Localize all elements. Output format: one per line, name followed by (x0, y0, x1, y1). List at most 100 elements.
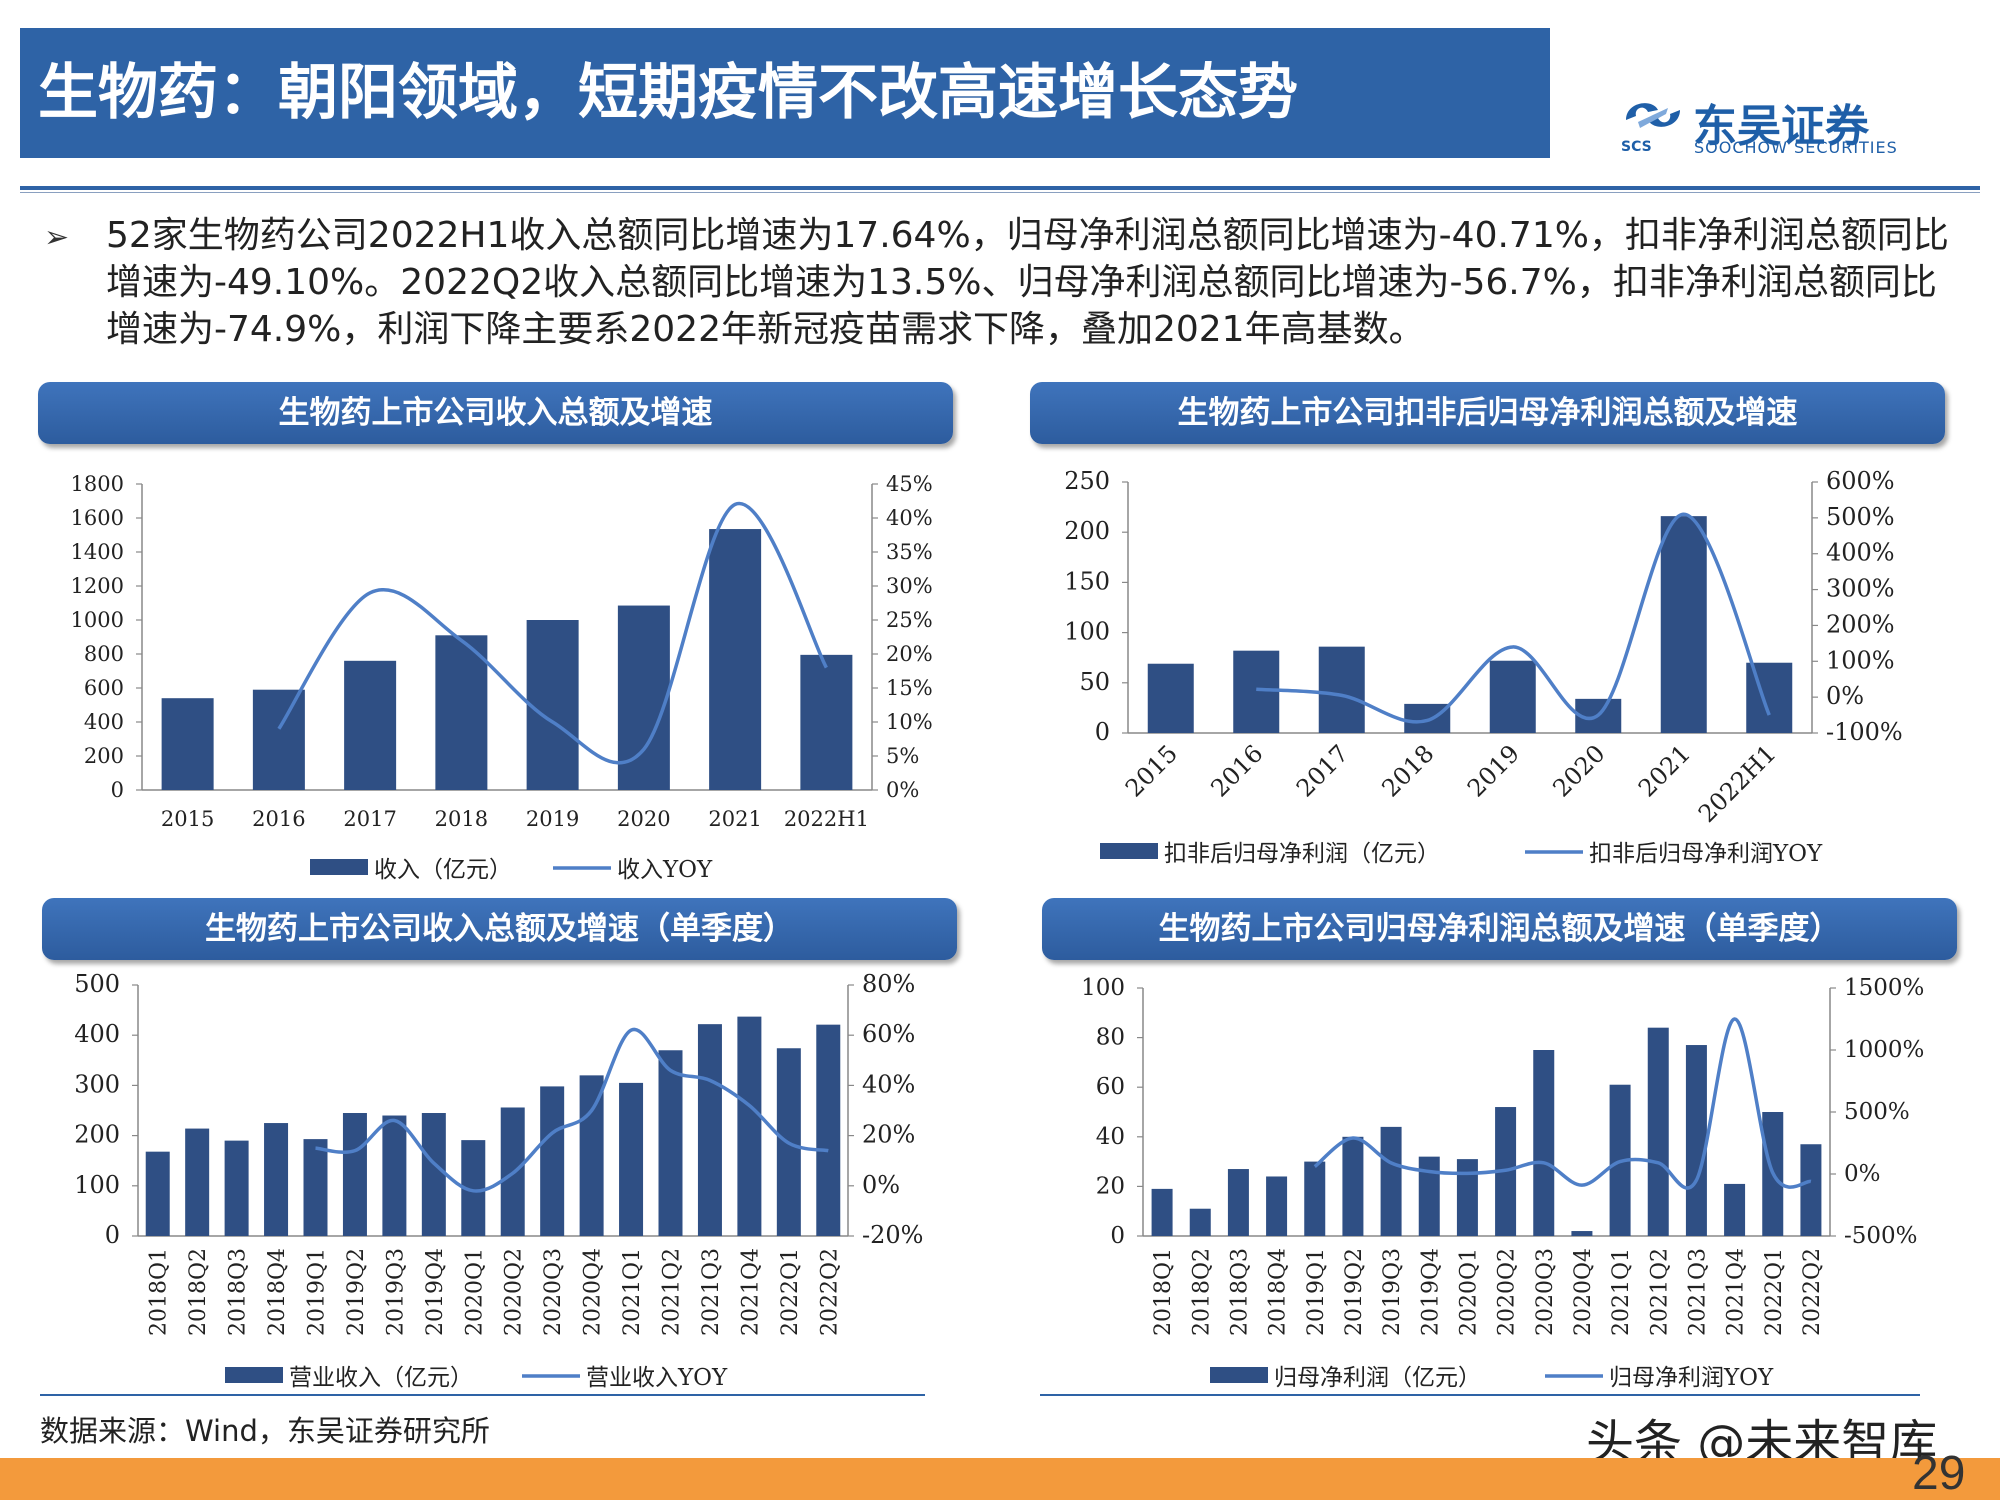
logo-abbr: SCS (1621, 139, 1652, 155)
y-tick-right: -100% (1826, 718, 1903, 746)
bar (737, 1016, 762, 1236)
bar (1189, 1208, 1211, 1236)
y-tick-right: 1500% (1844, 975, 1924, 1001)
y-tick-right: -20% (862, 1221, 923, 1249)
x-tick-label: 2018Q4 (265, 1248, 290, 1336)
x-tick-label: 2018Q2 (1189, 1248, 1214, 1336)
x-tick-label: 2021 (708, 807, 761, 831)
bar (1418, 1156, 1440, 1236)
bar (816, 1024, 841, 1236)
y-tick-left: 1800 (71, 472, 124, 496)
y-tick-left: 400 (74, 1020, 120, 1048)
y-tick-left: 0 (1110, 1223, 1125, 1249)
x-tick-label: 2022Q1 (1762, 1248, 1787, 1336)
y-tick-left: 1000 (71, 608, 124, 632)
x-tick-label: 2016 (252, 807, 305, 831)
x-tick-label: 2020Q4 (581, 1248, 606, 1336)
x-tick-label: 2018 (435, 807, 488, 831)
bar (1571, 1231, 1593, 1236)
y-tick-right: 0% (886, 778, 919, 802)
bar (1342, 1136, 1364, 1236)
footer-rule-right (1040, 1394, 1920, 1396)
x-tick-label: 2019Q2 (344, 1248, 369, 1336)
bar (264, 1123, 289, 1236)
x-tick-label: 2021Q4 (1724, 1248, 1749, 1336)
legend-line-label: 扣非后归母净利润YOY (1589, 841, 1823, 867)
logo-cn-name: 东吴证券 (1693, 101, 1869, 152)
bar (252, 689, 305, 790)
x-tick-label: 2018Q3 (1227, 1248, 1252, 1336)
footer-bar (0, 1458, 2000, 1500)
title-bar (20, 28, 1550, 158)
bar (800, 654, 853, 790)
x-tick-label: 2021Q1 (620, 1248, 645, 1336)
logo-mark-icon (1626, 103, 1680, 128)
x-tick-label: 2022Q1 (778, 1248, 803, 1336)
x-tick-label: 2018Q3 (226, 1248, 251, 1336)
y-tick-left: 0 (105, 1221, 120, 1249)
bar (658, 1050, 683, 1236)
y-tick-right: 400% (1826, 539, 1895, 567)
y-tick-right: 35% (886, 540, 933, 564)
legend-bar-swatch (310, 859, 368, 875)
x-tick-label: 2021Q3 (1685, 1248, 1710, 1336)
logo-en-name: SOOCHOW SECURITIES (1694, 138, 1898, 157)
yoy-line (1313, 1017, 1812, 1190)
y-tick-left: 40 (1096, 1124, 1125, 1150)
header-rule-thin (20, 192, 1980, 193)
x-tick-label: 2022Q2 (1800, 1248, 1825, 1336)
bar (1304, 1161, 1326, 1236)
y-tick-right: 20% (886, 642, 933, 666)
y-tick-left: 60 (1096, 1074, 1125, 1100)
header-rule (20, 186, 1980, 190)
y-tick-left: 0 (1095, 718, 1110, 746)
y-tick-right: 0% (1826, 682, 1864, 710)
y-tick-left: 800 (84, 642, 124, 666)
bar (617, 605, 670, 790)
x-tick-label: 2021Q3 (699, 1248, 724, 1336)
y-tick-right: 20% (862, 1121, 915, 1149)
y-tick-right: 1000% (1844, 1037, 1924, 1063)
y-tick-right: 45% (886, 472, 933, 496)
bar (342, 1113, 367, 1236)
legend-bar-swatch (1210, 1367, 1268, 1383)
x-tick-label: 2018Q1 (1151, 1248, 1176, 1336)
x-tick-label: 2020Q3 (541, 1248, 566, 1336)
bar (1647, 1027, 1669, 1236)
y-tick-right: 500% (1826, 503, 1895, 531)
legend-line-label: 收入YOY (617, 857, 713, 883)
bar (709, 529, 762, 790)
bar (1147, 663, 1194, 733)
bar (145, 1151, 170, 1236)
x-tick-label: 2021Q4 (738, 1248, 763, 1336)
y-tick-right: 60% (862, 1020, 915, 1048)
y-tick-left: 80 (1096, 1025, 1125, 1051)
y-tick-right: 30% (886, 574, 933, 598)
bar (1233, 650, 1280, 733)
y-tick-left: 20 (1096, 1173, 1125, 1199)
chart3-title: 生物药上市公司收入总额及增速（单季度） (42, 898, 957, 960)
bar (1227, 1169, 1249, 1236)
y-tick-left: 300 (74, 1070, 120, 1098)
x-tick-label: 2019Q3 (1380, 1248, 1405, 1336)
yoy-line (277, 502, 828, 765)
bar (421, 1113, 446, 1236)
x-tick-label: 2020Q2 (502, 1248, 527, 1336)
y-tick-right: 300% (1826, 575, 1895, 603)
x-tick-label: 2020Q3 (1533, 1248, 1558, 1336)
x-tick-label: 2021Q2 (660, 1248, 685, 1336)
x-tick-label: 2019 (526, 807, 579, 831)
chart1-title: 生物药上市公司收入总额及增速 (38, 382, 953, 444)
legend-bar-swatch (225, 1367, 283, 1383)
bar (185, 1128, 210, 1236)
y-tick-right: 40% (886, 506, 933, 530)
legend-bar-label: 收入（亿元） (374, 857, 512, 883)
y-tick-right: 600% (1826, 467, 1895, 495)
yoy-line (315, 1027, 829, 1193)
y-tick-right: 200% (1826, 610, 1895, 638)
y-tick-left: 100 (1064, 618, 1110, 646)
y-tick-right: 80% (862, 970, 915, 998)
